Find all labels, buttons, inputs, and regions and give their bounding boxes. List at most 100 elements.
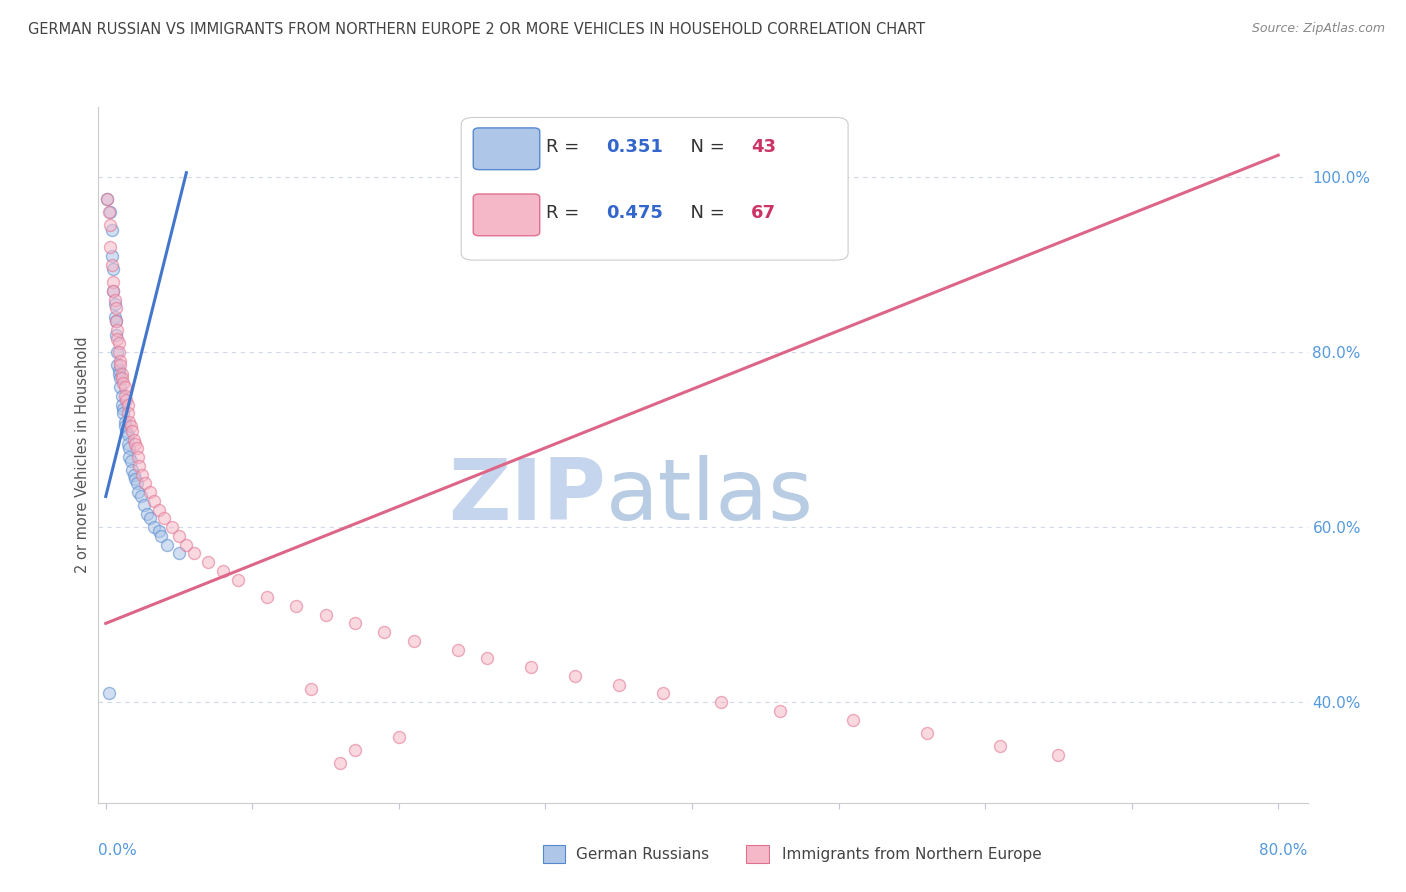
Point [107,345,129,359]
Point [98,218,121,232]
Point [153,511,176,525]
Point [520,660,543,674]
Point [107,358,129,372]
Point [111,367,134,381]
Point [105,314,128,328]
Point [212,564,235,578]
Point [651,686,673,700]
Point [103,310,125,324]
Point [105,301,128,316]
Point [197,555,219,569]
Point [402,633,425,648]
Point [121,463,143,477]
Point [98,240,121,254]
Point [103,297,125,311]
Point [117,406,139,420]
Point [176,538,198,552]
Point [315,607,337,622]
Point [105,314,128,328]
Point [118,442,141,456]
Point [135,507,157,521]
Point [108,345,131,359]
Point [114,415,136,429]
Point [256,590,278,604]
Point [110,380,132,394]
Point [167,546,190,560]
Text: 80.0%: 80.0% [1260,843,1308,858]
Y-axis label: 2 or more Vehicles in Household: 2 or more Vehicles in Household [75,336,90,574]
Point [112,406,135,420]
Point [111,389,134,403]
Point [138,511,160,525]
Text: 0.351: 0.351 [606,137,664,156]
Point [915,726,938,740]
Point [110,358,132,372]
Point [143,520,166,534]
Point [131,467,153,482]
Point [388,730,411,744]
Point [117,398,139,412]
Point [101,275,124,289]
Point [100,222,122,236]
Point [167,529,190,543]
Point [115,393,138,408]
Point [98,205,121,219]
Point [108,362,131,376]
Point [105,327,128,342]
Point [124,437,146,451]
Point [343,616,366,631]
Point [97,205,120,219]
Point [121,424,143,438]
Text: 0.0%: 0.0% [98,843,138,858]
Point [564,669,586,683]
Bar [747,846,769,863]
Point [110,354,132,368]
Point [132,498,155,512]
Point [329,756,352,771]
Point [118,450,141,464]
Text: ZIP: ZIP [449,455,606,538]
Text: 43: 43 [751,137,776,156]
Point [988,739,1011,753]
Point [143,494,166,508]
FancyBboxPatch shape [474,128,540,169]
Point [1047,747,1070,762]
Point [108,336,131,351]
Point [111,371,134,385]
Text: R =: R = [546,137,585,156]
Point [112,401,135,416]
Text: Immigrants from Northern Europe: Immigrants from Northern Europe [782,847,1042,862]
Point [134,476,156,491]
Point [122,433,145,447]
Point [101,284,124,298]
Point [128,458,150,473]
Point [138,485,160,500]
Point [120,454,142,468]
Text: 67: 67 [751,204,776,222]
Point [101,284,124,298]
Point [183,546,205,560]
Text: R =: R = [546,204,585,222]
Point [101,262,124,277]
Point [446,642,468,657]
Point [150,529,173,543]
Point [373,625,395,640]
Point [156,538,179,552]
Point [125,476,148,491]
Point [127,485,149,500]
Point [107,323,129,337]
Point [114,389,136,403]
Point [125,442,148,456]
Point [97,686,120,700]
Point [148,502,170,516]
Point [299,681,322,696]
FancyBboxPatch shape [474,194,540,235]
Point [117,437,139,451]
Point [100,249,122,263]
Point [100,258,122,272]
Point [607,678,630,692]
Point [103,293,125,307]
Point [124,472,146,486]
Point [127,450,149,464]
Text: atlas: atlas [606,455,814,538]
